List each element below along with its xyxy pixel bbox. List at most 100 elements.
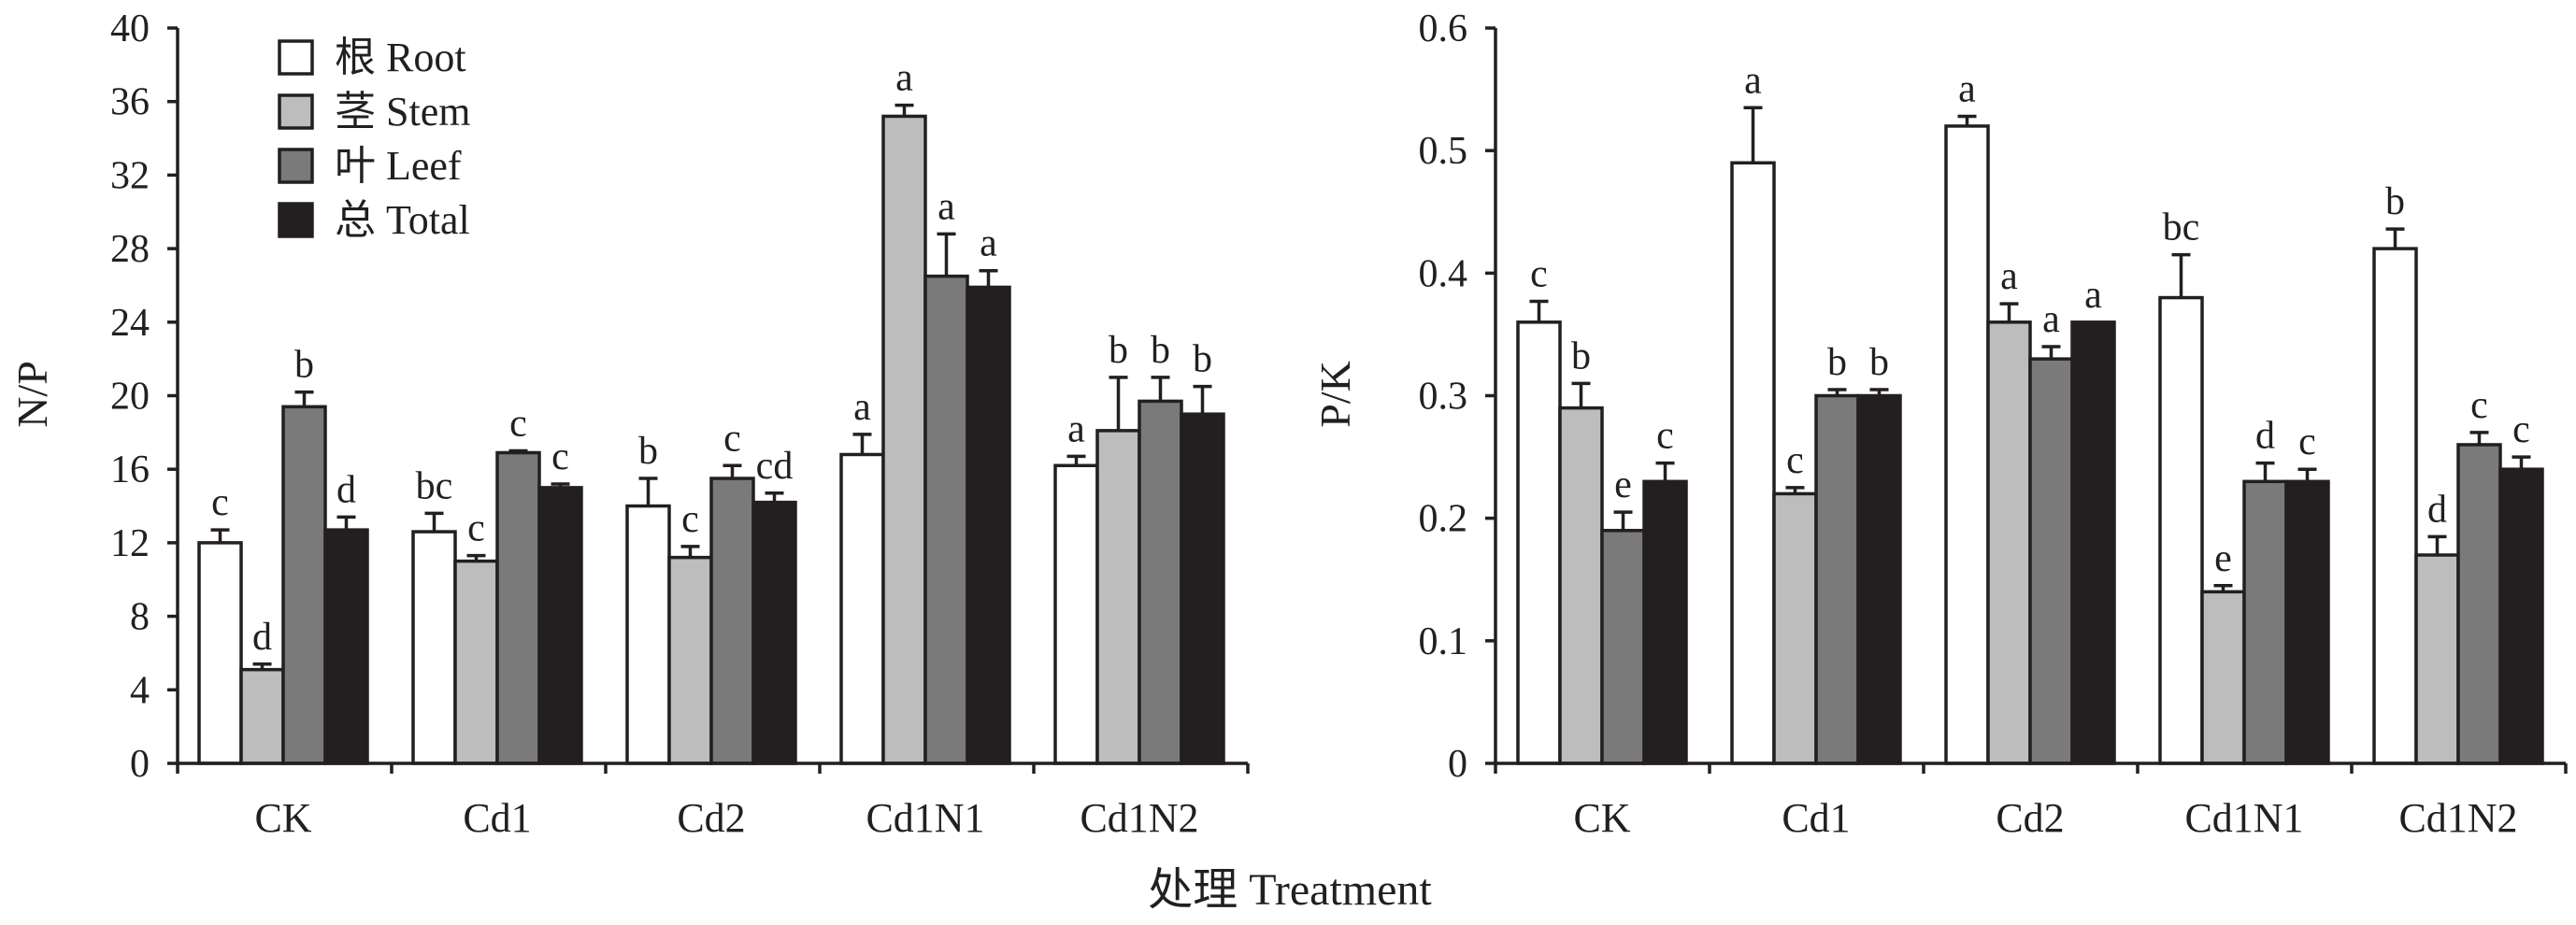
significance-letter: a	[1744, 59, 1762, 102]
legend-swatch	[278, 39, 314, 76]
bar	[2158, 295, 2204, 765]
y-tick-label: 28	[110, 228, 150, 271]
significance-letter: b	[1827, 341, 1847, 384]
significance-letter: c	[551, 435, 569, 478]
bar	[667, 555, 713, 765]
y-tick-label: 16	[110, 448, 150, 491]
category-label: Cd1N1	[866, 795, 984, 841]
significance-letter: b	[1869, 341, 1889, 384]
significance-letter: c	[1656, 415, 1674, 458]
category-label: Cd1	[1782, 795, 1850, 841]
significance-letter: e	[2214, 537, 2232, 580]
category-label: Cd2	[677, 795, 745, 841]
bar	[1095, 429, 1141, 765]
bar	[2414, 553, 2460, 765]
category-label: Cd1N2	[1080, 795, 1198, 841]
legend-swatch	[278, 93, 314, 130]
y-tick-label: 0.1	[1419, 620, 1468, 663]
significance-letter: b	[1193, 338, 1212, 381]
bar	[2456, 443, 2502, 765]
bar	[537, 486, 583, 765]
category-label: Cd1N1	[2184, 795, 2303, 841]
bar	[1730, 161, 1776, 765]
y-tick-label: 0.5	[1419, 130, 1468, 173]
y-tick-label: 8	[130, 596, 150, 639]
significance-letter: d	[2255, 415, 2275, 458]
significance-letter: a	[853, 386, 871, 429]
bar	[453, 559, 499, 765]
significance-letter: e	[1614, 463, 1632, 506]
bar	[1558, 406, 1604, 765]
y-tick-label: 24	[110, 302, 150, 345]
bar	[1516, 320, 1562, 765]
bar	[1986, 320, 2032, 765]
bar	[1642, 479, 1688, 765]
significance-letter: a	[2084, 274, 2102, 317]
y-tick-label: 40	[110, 7, 150, 50]
bar	[1180, 412, 1225, 765]
significance-letter: bc	[416, 464, 453, 507]
bar	[839, 452, 885, 765]
y-tick-label: 0.2	[1419, 498, 1468, 541]
bar	[1772, 491, 1818, 765]
bar	[495, 450, 541, 765]
bar	[2284, 479, 2330, 765]
pk-y-axis-title: P/K	[1311, 361, 1359, 428]
significance-letter: c	[681, 498, 699, 541]
y-tick-label: 32	[110, 154, 150, 197]
significance-letter: b	[1571, 334, 1591, 377]
y-tick-label: 12	[110, 522, 150, 565]
legend-swatch	[278, 148, 314, 184]
significance-letter: a	[1067, 407, 1085, 450]
category-label: CK	[254, 795, 311, 841]
significance-letter: a	[1958, 67, 1976, 110]
bar	[625, 504, 671, 765]
bar	[966, 285, 1011, 765]
y-tick-label: 0.3	[1419, 376, 1468, 419]
bar	[1944, 124, 1990, 765]
significance-letter: d	[2427, 488, 2447, 531]
bar	[197, 541, 243, 765]
legend-label: 叶 Leef	[335, 143, 462, 189]
significance-letter: b	[294, 344, 314, 387]
bar	[2372, 247, 2418, 765]
bar	[2070, 320, 2116, 765]
y-tick-label: 4	[130, 669, 150, 712]
category-label: Cd1N2	[2398, 795, 2517, 841]
legend: 根 Root 茎 Stem 叶 Leef 总 Total	[278, 35, 470, 243]
bar	[751, 500, 797, 765]
significance-letter: cd	[756, 445, 794, 488]
significance-letter: a	[2042, 298, 2060, 341]
bar	[2498, 467, 2544, 765]
significance-letter: a	[980, 222, 997, 265]
bar	[1600, 529, 1646, 765]
significance-letter: b	[638, 430, 658, 473]
bar	[411, 530, 457, 765]
bar	[2200, 590, 2246, 765]
bar	[1856, 393, 1902, 765]
category-label: Cd2	[1996, 795, 2064, 841]
significance-letter: a	[895, 57, 913, 100]
x-axis-title: 处理 Treatment	[1148, 865, 1432, 915]
significance-letter: d	[336, 468, 356, 511]
significance-letter: b	[1151, 329, 1170, 372]
significance-letter: c	[211, 481, 229, 524]
significance-letter: c	[1530, 253, 1548, 296]
significance-letter: c	[723, 417, 741, 460]
y-tick-label: 0.4	[1419, 252, 1468, 295]
y-tick-label: 36	[110, 81, 150, 124]
legend-label: 茎 Stem	[335, 89, 470, 135]
significance-letter: c	[509, 403, 527, 446]
significance-letter: c	[2470, 384, 2488, 427]
significance-letter: b	[1109, 329, 1128, 372]
y-tick-label: 0	[130, 743, 150, 786]
bar	[281, 405, 327, 765]
significance-letter: a	[2000, 255, 2018, 298]
bar	[323, 528, 369, 765]
significance-letter: bc	[2163, 206, 2200, 249]
significance-letter: b	[2385, 180, 2405, 223]
np-y-axis-title: N/P	[8, 361, 56, 428]
legend-label: 总 Total	[335, 197, 470, 243]
